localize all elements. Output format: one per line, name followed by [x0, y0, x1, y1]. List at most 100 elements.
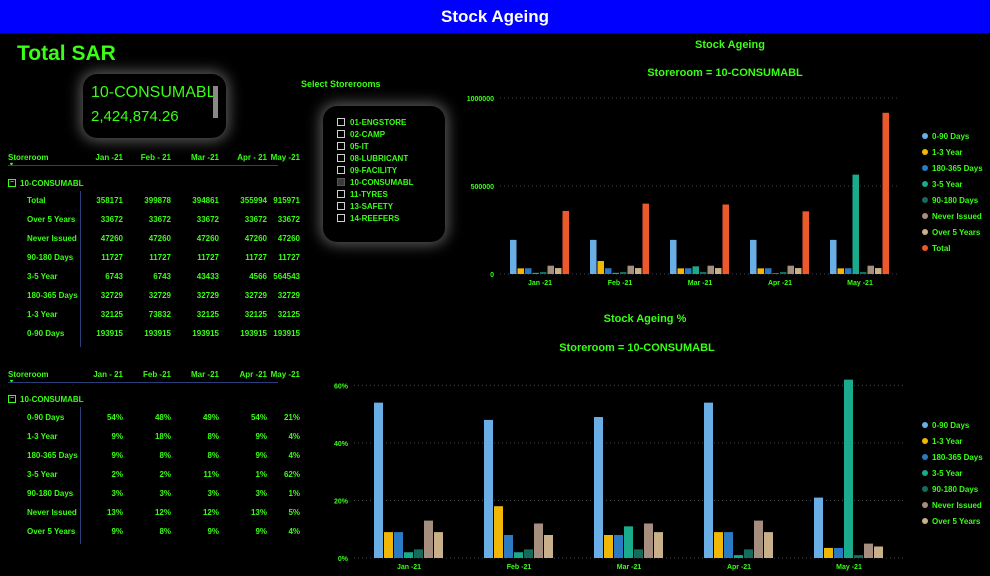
bar-total	[722, 204, 729, 274]
month-column-header[interactable]: Jan - 21	[93, 370, 123, 379]
legend-label: Never Issued	[932, 211, 982, 221]
matrix-cell: 12%	[202, 508, 219, 517]
row-label: Total	[27, 196, 46, 205]
bar-never-issued	[627, 265, 634, 274]
month-column-header[interactable]: Feb -21	[142, 370, 171, 379]
legend-label: 180-365 Days	[932, 452, 983, 462]
legend-item[interactable]: 1-3 Year	[922, 433, 983, 449]
legend-item[interactable]: 0-90 Days	[922, 128, 983, 144]
legend-item[interactable]: 180-365 Days	[922, 160, 983, 176]
month-column-header[interactable]: Jan -21	[95, 153, 123, 162]
slicer-item[interactable]: 11-TYRES	[337, 188, 445, 200]
matrix-cell: 32729	[277, 291, 300, 300]
legend-label: 90-180 Days	[932, 195, 979, 205]
legend-item[interactable]: Never Issued	[922, 208, 983, 224]
storeroom-column-header[interactable]: Storeroom	[8, 370, 49, 379]
slicer-item[interactable]: 08-LUBRICANT	[337, 152, 445, 164]
legend-item[interactable]: 3-5 Year	[922, 176, 983, 192]
matrix-row: 0-90 Days 193915 193915 193915 193915 193915	[8, 329, 300, 341]
checkbox[interactable]	[337, 202, 345, 210]
legend-item[interactable]: 90-180 Days	[922, 192, 983, 208]
legend-item[interactable]: Over 5 Years	[922, 513, 983, 529]
bar-180-365-days	[394, 532, 403, 558]
checkbox[interactable]	[337, 130, 345, 138]
legend-item[interactable]: 0-90 Days	[922, 417, 983, 433]
bar-0-90-days	[704, 402, 713, 558]
slicer-item-label: 01-ENGSTORE	[350, 117, 407, 127]
matrix-cell: 33672	[148, 215, 171, 224]
x-tick-label: Apr -21	[727, 564, 751, 571]
collapse-icon[interactable]: −	[8, 179, 16, 187]
bar-1-3-year	[517, 268, 524, 274]
matrix-cell: 54%	[106, 413, 123, 422]
slicer-item[interactable]: 02-CAMP	[337, 128, 445, 140]
legend-label: Total	[932, 243, 951, 253]
checkbox[interactable]	[337, 178, 345, 186]
bar-3-5-year	[692, 266, 699, 274]
legend-item[interactable]: 1-3 Year	[922, 144, 983, 160]
matrix-cell: 9%	[255, 451, 267, 460]
matrix-cell: 9%	[255, 432, 267, 441]
x-tick-label: Jan -21	[528, 280, 552, 287]
month-column-header[interactable]: Apr -21	[239, 370, 267, 379]
legend-label: Over 5 Years	[932, 516, 981, 526]
legend-marker	[922, 486, 928, 492]
month-column-header[interactable]: May -21	[270, 370, 300, 379]
matrix-cell: 11727	[149, 253, 171, 262]
legend-marker	[922, 438, 928, 444]
legend-label: 1-3 Year	[932, 147, 963, 157]
bar-never-issued	[424, 520, 433, 558]
legend-item[interactable]: 3-5 Year	[922, 465, 983, 481]
slicer-item-label: 05-IT	[350, 141, 369, 151]
slicer-item[interactable]: 05-IT	[337, 140, 445, 152]
chart2-legend: 0-90 Days 1-3 Year 180-365 Days 3-5 Year 90-…	[922, 417, 983, 529]
checkbox[interactable]	[337, 190, 345, 198]
bar-180-365-days	[525, 268, 532, 274]
checkbox[interactable]	[337, 214, 345, 222]
legend-item[interactable]: 180-365 Days	[922, 449, 983, 465]
legend-item[interactable]: Never Issued	[922, 497, 983, 513]
card-scrollbar[interactable]	[213, 86, 218, 118]
y-tick-label: 0%	[338, 556, 349, 563]
matrix-cell: 399878	[144, 196, 171, 205]
slicer-item-label: 09-FACILITY	[350, 165, 398, 175]
slicer-item[interactable]: 10-CONSUMABL	[337, 176, 445, 188]
month-column-header[interactable]: Mar -21	[190, 153, 219, 162]
legend-item[interactable]: 90-180 Days	[922, 481, 983, 497]
legend-item[interactable]: Over 5 Years	[922, 224, 983, 240]
legend-label: 3-5 Year	[932, 179, 963, 189]
month-column-header[interactable]: Apr - 21	[237, 153, 267, 162]
month-column-header[interactable]: Feb - 21	[140, 153, 171, 162]
legend-item[interactable]: Total	[922, 240, 983, 256]
month-column-header[interactable]: May -21	[270, 153, 300, 162]
slicer-item[interactable]: 14-REEFERS	[337, 212, 445, 224]
bar-1-3-year	[837, 268, 844, 274]
month-column-header[interactable]: Mar -21	[190, 370, 219, 379]
matrix-cell: 33672	[277, 215, 300, 224]
bar-3-5-year	[844, 379, 853, 558]
card-total-value: 2,424,874.26	[91, 108, 179, 125]
checkbox[interactable]	[337, 154, 345, 162]
slicer-item[interactable]: 13-SAFETY	[337, 200, 445, 212]
checkbox[interactable]	[337, 166, 345, 174]
matrix-cell: 33672	[196, 215, 219, 224]
matrix-row: 0-90 Days 54% 48% 49% 54% 21%	[8, 413, 300, 425]
storeroom-column-header[interactable]: Storeroom	[8, 153, 49, 162]
bar-0-90-days	[814, 497, 823, 558]
row-label: 90-180 Days	[27, 489, 74, 498]
bar-over-5-years	[654, 532, 663, 558]
slicer-item[interactable]: 01-ENGSTORE	[337, 116, 445, 128]
card-storeroom-name: 10-CONSUMABL	[91, 84, 216, 101]
matrix-cell: 9%	[111, 451, 123, 460]
bar-0-90-days	[374, 402, 383, 558]
matrix-cell: 193915	[240, 329, 267, 338]
collapse-icon[interactable]: −	[8, 395, 16, 403]
checkbox[interactable]	[337, 142, 345, 150]
matrix-cell: 4%	[288, 451, 300, 460]
slicer-item-label: 11-TYRES	[350, 189, 388, 199]
checkbox[interactable]	[337, 118, 345, 126]
slicer-item[interactable]: 09-FACILITY	[337, 164, 445, 176]
bar-over-5-years	[715, 268, 722, 274]
bar-0-90-days	[594, 417, 603, 558]
legend-marker	[922, 165, 928, 171]
